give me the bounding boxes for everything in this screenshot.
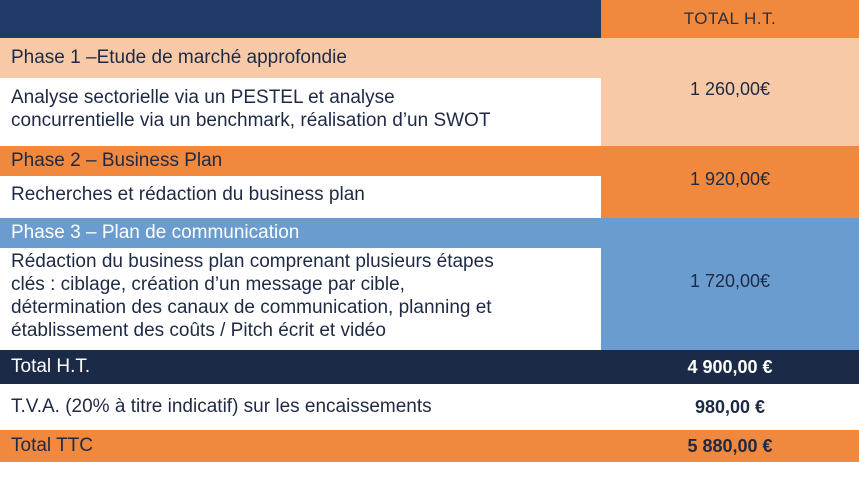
total-ht-value: 4 900,00 € — [601, 350, 859, 384]
total-ttc-value: 5 880,00 € — [601, 430, 859, 462]
row-gap — [601, 140, 859, 146]
row-gap — [0, 424, 859, 430]
phase-3-amount: 1 720,00€ — [601, 218, 859, 344]
phase-3-line-4: établissement des coûts / Pitch écrit et… — [11, 320, 386, 341]
total-ht-label: Total H.T. — [0, 350, 601, 384]
total-ttc-label: Total TTC — [0, 430, 601, 462]
row-gap — [0, 140, 601, 146]
phase-3-description: Rédaction du business plan comprenant pl… — [0, 248, 601, 344]
phase-1-description: Analyse sectorielle via un PESTEL et ana… — [0, 78, 601, 140]
row-gap — [0, 384, 859, 390]
row-gap — [0, 212, 601, 218]
header-left-band — [0, 0, 601, 38]
phase-1-line-2: concurrentielle via un benchmark, réalis… — [11, 110, 491, 131]
phase-3-title: Phase 3 – Plan de communication — [0, 218, 601, 248]
phase-1-line-1: Analyse sectorielle via un PESTEL et ana… — [11, 87, 395, 108]
phase-3-line-2: clés : ciblage, création d’un message pa… — [11, 274, 405, 295]
phase-1-title: Phase 1 –Etude de marché approfondie — [0, 38, 601, 78]
phase-3-line-1: Rédaction du business plan comprenant pl… — [11, 251, 494, 272]
header-total-ht: TOTAL H.T. — [601, 0, 859, 38]
phase-1-amount: 1 260,00€ — [601, 38, 859, 140]
phase-2-description: Recherches et rédaction du business plan — [0, 176, 601, 212]
row-gap — [601, 212, 859, 218]
phase-2-amount: 1 920,00€ — [601, 146, 859, 212]
phase-3-line-3: détermination des canaux de communicatio… — [11, 297, 492, 318]
tva-label: T.V.A. (20% à titre indicatif) sur les e… — [0, 390, 601, 424]
phase-2-title: Phase 2 – Business Plan — [0, 146, 601, 176]
tva-value: 980,00 € — [601, 390, 859, 424]
row-gap — [601, 344, 859, 350]
row-gap — [0, 344, 601, 350]
